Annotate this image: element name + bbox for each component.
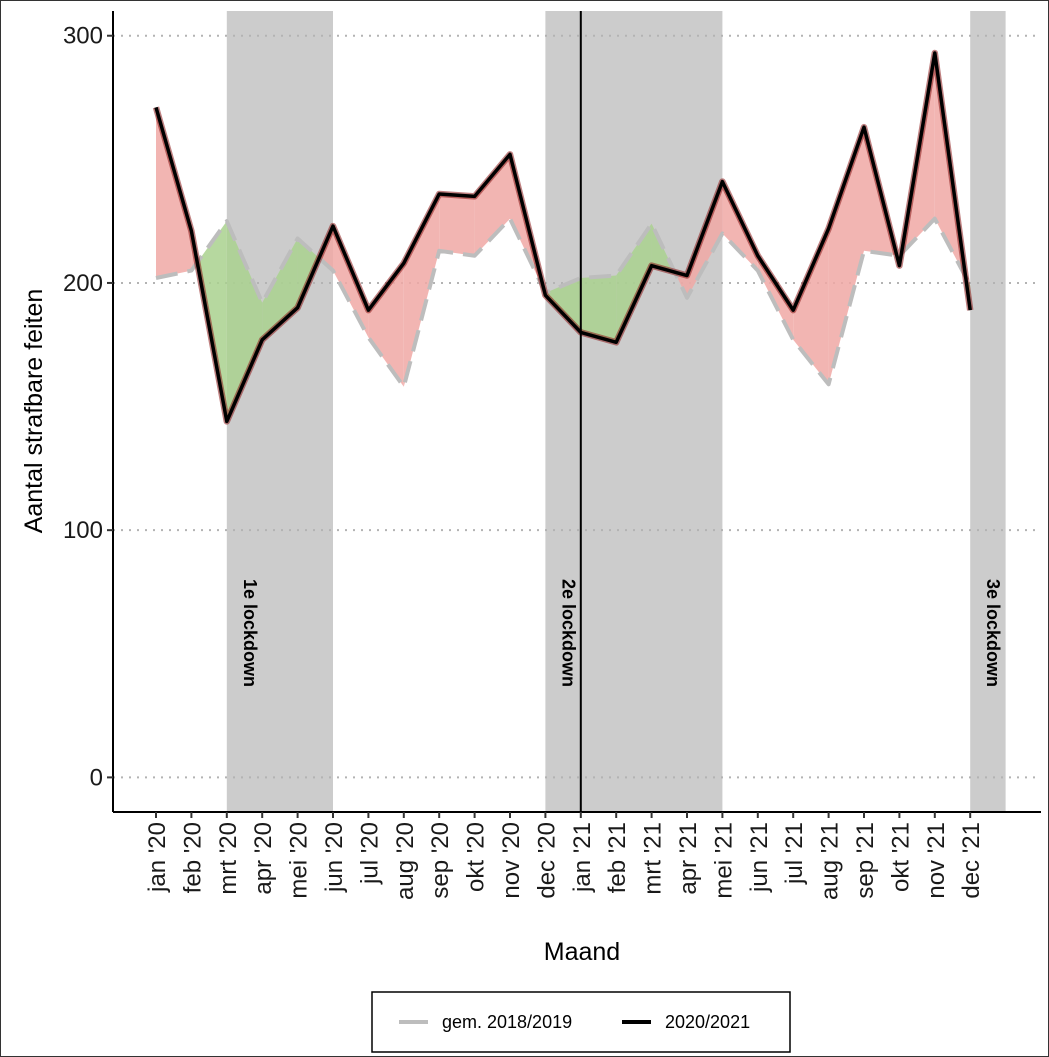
series-line-average [155,216,972,389]
x-tick-label-15: apr '21 [675,822,702,895]
fill-segment-22 [793,228,829,385]
x-tick-label-0: jan '20 [144,822,171,893]
x-tick-label-12: jan '21 [569,822,596,893]
y-tick-label-200: 200 [63,270,103,297]
x-tick-label-18: jul '21 [781,822,808,885]
y-axis-ticks: 0 100 200 300 [63,23,113,791]
lockdown-bands [226,11,1006,812]
x-tick-label-5: jun '20 [321,822,348,893]
fill-segment-9 [403,193,440,387]
y-axis-title: Aantal strafbare feiten [20,289,48,534]
fill-segment-10 [439,193,475,256]
x-tick-label-10: nov '20 [498,822,525,899]
fill-segment-18 [674,272,687,298]
x-tick-label-19: aug '21 [817,822,844,900]
legend-box [371,991,791,1053]
x-tick-label-17: jun '21 [746,822,773,893]
lockdown-band-3 [970,11,1006,812]
series-line-current [154,51,972,424]
legend: gem. 2018/2019 2020/2021 [371,991,791,1053]
fill-segment-23 [828,127,864,385]
legend-label-current: 2020/2021 [665,1012,750,1032]
lockdown-band-2 [545,11,723,812]
series-lines [152,49,974,425]
x-tick-label-22: nov '21 [923,822,950,899]
lockdown-label-2: 2e lockdown [558,579,578,687]
fill-segment-3 [226,221,263,422]
fill-segment-11 [474,154,510,256]
x-tick-label-13: feb '21 [604,822,631,893]
x-tick-label-6: jul '20 [356,822,383,885]
x-tick-label-11: dec '20 [533,822,560,899]
x-tick-label-21: okt '21 [887,822,914,892]
x-tick-label-9: okt '20 [463,822,490,892]
lockdown-band-1 [226,11,333,812]
x-tick-label-23: dec '21 [958,822,985,899]
fill-segment-21 [757,255,794,340]
y-tick-label-100: 100 [63,517,103,544]
y-tick-label-0: 0 [90,764,103,791]
fill-segment-15 [580,275,617,343]
y-tick-label-300: 300 [63,23,103,50]
x-tick-label-7: aug '20 [392,822,419,900]
fill-segment-16 [616,223,652,343]
x-tick-label-8: sep '20 [427,822,454,899]
legend-label-average: gem. 2018/2019 [442,1012,572,1032]
fill-segment-8 [368,263,404,387]
x-tick-label-1: feb '20 [179,822,206,893]
axes [112,11,1041,813]
x-tick-label-4: mei '20 [286,822,313,899]
x-axis-ticks: jan '20 feb '20 mrt '20 apr '20 mei '20 jun '… [144,812,985,900]
x-tick-label-14: mrt '21 [640,822,667,895]
x-tick-label-3: apr '20 [250,822,277,895]
x-tick-label-2: mrt '20 [215,822,242,895]
lockdown-label-3: 3e lockdown [983,579,1003,687]
x-axis-title: Maand [544,938,620,966]
lockdown-label-1: 1e lockdown [240,579,260,687]
x-tick-label-20: sep '21 [852,822,879,899]
x-tick-label-16: mei '21 [710,822,737,899]
lockdown-labels: 1e lockdown 2e lockdown 3e lockdown [240,579,1003,687]
